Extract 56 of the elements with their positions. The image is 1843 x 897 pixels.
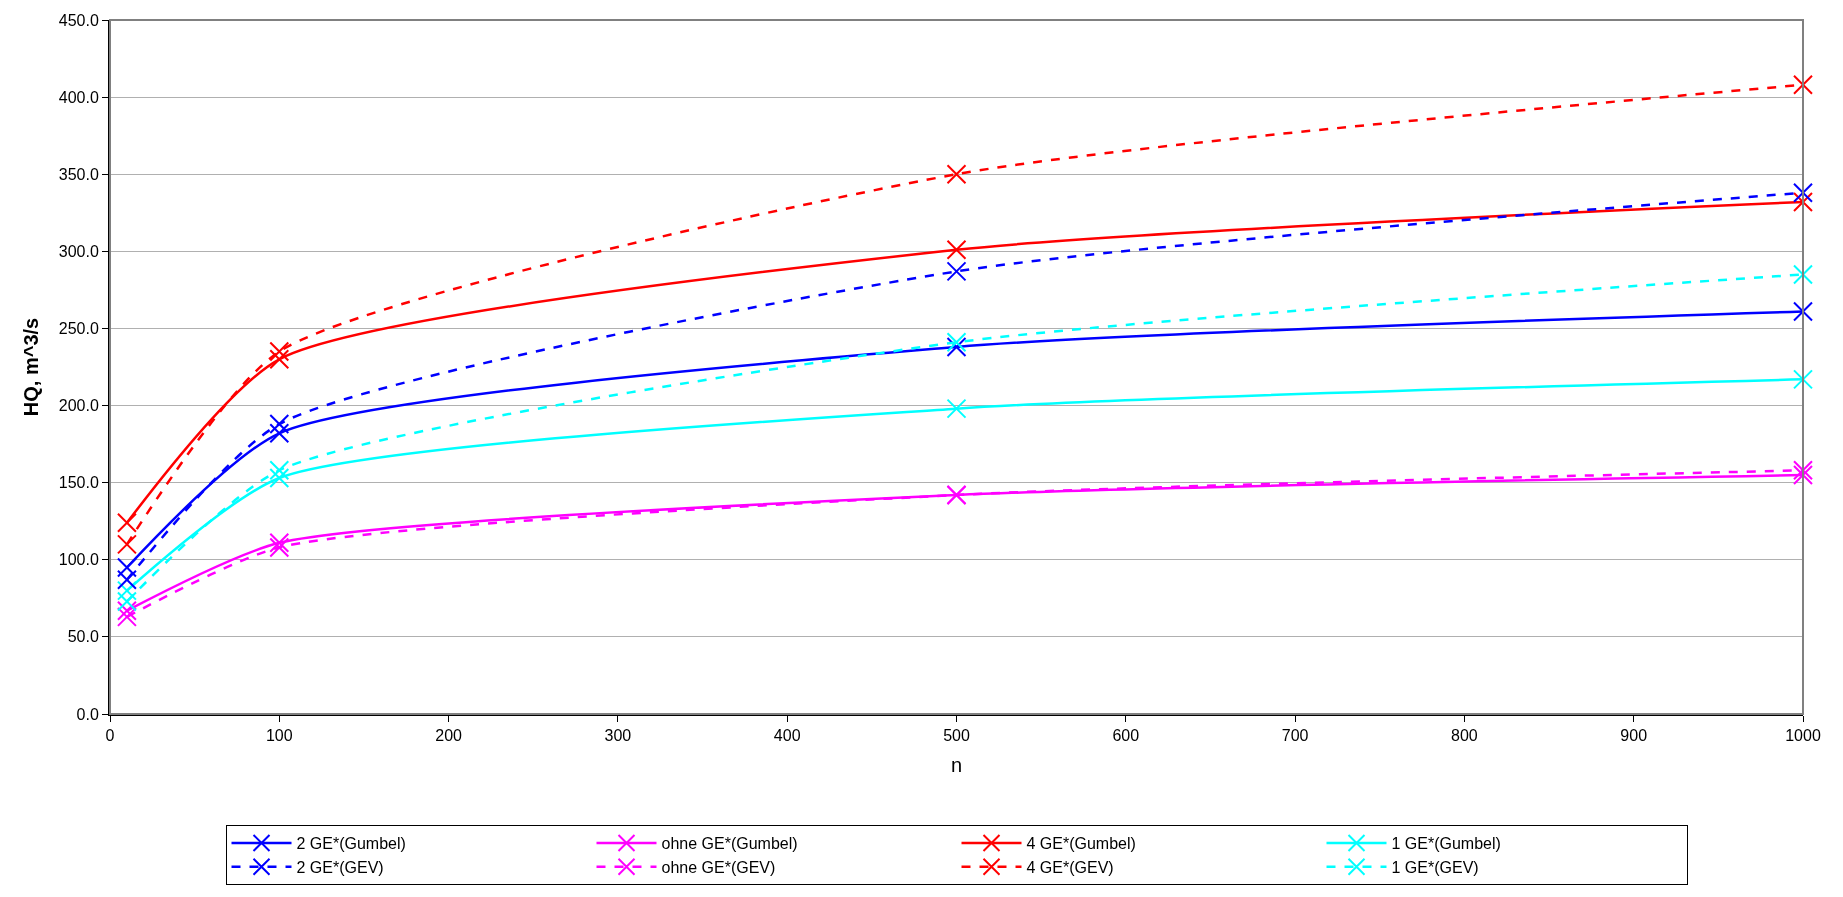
point [1793, 74, 1813, 95]
y-tick-label: 200.0 [58, 397, 99, 415]
y-tick-label: 450.0 [58, 11, 99, 29]
y-tick-label: 300.0 [58, 242, 99, 260]
y-tick-label: 400.0 [58, 88, 99, 106]
point [116, 557, 137, 578]
point [946, 239, 967, 260]
point [269, 341, 290, 362]
legend-label: 4 GE*(Gumbel) [1026, 835, 1136, 853]
point [269, 532, 290, 553]
x-axis-title: n [950, 754, 963, 777]
point [116, 591, 137, 612]
x-tick-label: 900 [1620, 727, 1648, 745]
point [946, 261, 967, 282]
y-tick-label: 100.0 [58, 551, 99, 569]
y-tick-label: 0.0 [76, 705, 99, 723]
point [269, 423, 290, 444]
legend-label: 4 GE*(GEV) [1026, 858, 1114, 876]
point [116, 606, 137, 627]
x-tick-label: 200 [435, 727, 463, 745]
y-tick-label: 150.0 [58, 474, 99, 492]
point [116, 512, 137, 533]
point [1793, 182, 1813, 203]
y-axis-title: HQ, m^3/s [19, 317, 42, 417]
legend-label: 2 GE*(GEV) [296, 858, 384, 876]
point [269, 349, 290, 370]
x-tick-label: 500 [943, 727, 970, 745]
point [269, 468, 290, 489]
x-tick-label: 100 [265, 727, 293, 745]
point [116, 569, 137, 590]
x-tick-label: 800 [1451, 727, 1478, 745]
x-tick-label: 700 [1281, 727, 1309, 745]
legend-label: ohne GE*(Gumbel) [661, 835, 798, 853]
x-tick-label: 300 [604, 727, 632, 745]
point [1793, 369, 1813, 390]
y-tick-label: 50.0 [67, 628, 99, 646]
x-tick-label: 1000 [1785, 727, 1821, 745]
point [269, 414, 290, 435]
legend-label: 2 GE*(Gumbel) [296, 835, 406, 853]
point [1793, 301, 1813, 322]
legend-label: ohne GE*(GEV) [661, 858, 776, 876]
point [1793, 191, 1813, 212]
x-tick-label: 0 [105, 727, 115, 745]
y-tick-label: 250.0 [58, 320, 99, 338]
x-tick-label: 400 [773, 727, 801, 745]
point [116, 600, 137, 621]
point [116, 534, 137, 555]
legend-label: 1 GE*(Gumbel) [1391, 835, 1501, 853]
point [269, 537, 290, 558]
y-tick-label: 350.0 [58, 165, 99, 183]
point [946, 398, 967, 419]
legend-label: 1 GE*(GEV) [1391, 858, 1479, 876]
point [946, 164, 967, 185]
x-tick-label: 600 [1112, 727, 1140, 745]
point [1793, 264, 1813, 285]
point [269, 460, 290, 481]
